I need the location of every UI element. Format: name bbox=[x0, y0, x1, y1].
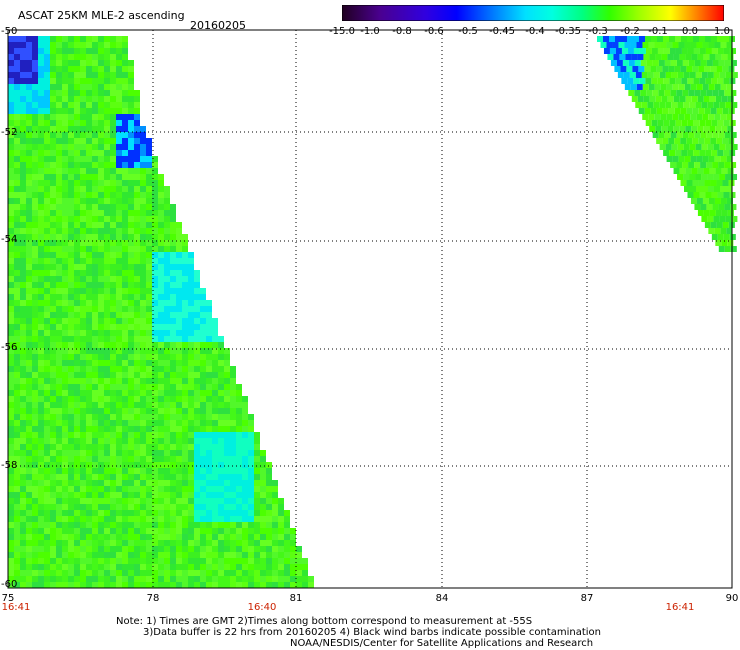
colorbar-tick-label: -0.1 bbox=[648, 26, 668, 37]
footnotes: Note: 1) Times are GMT 2)Times along bot… bbox=[116, 616, 601, 649]
colorbar-tick-label: 0.0 bbox=[682, 26, 698, 37]
map-grid bbox=[8, 30, 732, 588]
data-cells bbox=[8, 36, 738, 588]
longitude-label: 81 bbox=[289, 593, 303, 604]
longitude-label: 87 bbox=[580, 593, 594, 604]
time-label: 16:41 bbox=[1, 602, 31, 613]
latitude-label: -58 bbox=[1, 460, 18, 471]
colorbar-labels: -15.0 -1.0 -0.8 -0.6 -0.5 -0.45 -0.4 -0.35 -0.3 -… bbox=[329, 26, 740, 38]
colorbar-tick-label: -0.4 bbox=[525, 26, 545, 37]
colorbar-tick-label: -0.35 bbox=[555, 26, 581, 37]
note-line-1: Note: 1) Times are GMT 2)Times along bot… bbox=[116, 616, 533, 627]
time-label: 16:40 bbox=[247, 602, 277, 613]
longitude-label: 84 bbox=[435, 593, 449, 604]
colorbar-tick-label: -15.0 bbox=[329, 26, 355, 37]
note-line-3: NOAA/NESDIS/Center for Satellite Applica… bbox=[290, 638, 594, 649]
colorbar bbox=[342, 5, 724, 21]
time-label: 16:41 bbox=[665, 602, 695, 613]
colorbar-tick-label: 1.0 bbox=[714, 26, 730, 37]
map-date: 20160205 bbox=[190, 19, 246, 32]
colorbar-tick-label: -0.3 bbox=[588, 26, 608, 37]
colorbar-tick-label: -0.6 bbox=[424, 26, 444, 37]
map-title: ASCAT 25KM MLE-2 ascending bbox=[18, 9, 185, 22]
map-frame bbox=[7, 29, 733, 589]
latitude-label: -52 bbox=[1, 127, 18, 138]
longitude-label: 90 bbox=[725, 593, 739, 604]
colorbar-tick-label: -0.45 bbox=[489, 26, 515, 37]
note-line-2: 3)Data buffer is 22 hrs from 20160205 4)… bbox=[143, 627, 601, 638]
latitude-label: -54 bbox=[1, 234, 18, 245]
colorbar-tick-label: -0.5 bbox=[458, 26, 478, 37]
longitude-label: 78 bbox=[146, 593, 160, 604]
longitude-label: 75 bbox=[1, 593, 15, 604]
latitude-label: -56 bbox=[1, 342, 18, 353]
latitude-label: -50 bbox=[1, 26, 18, 37]
latitude-label: -60 bbox=[1, 579, 18, 590]
colorbar-tick-label: -1.0 bbox=[360, 26, 380, 37]
colorbar-tick-label: -0.2 bbox=[620, 26, 640, 37]
colorbar-tick-label: -0.8 bbox=[392, 26, 412, 37]
